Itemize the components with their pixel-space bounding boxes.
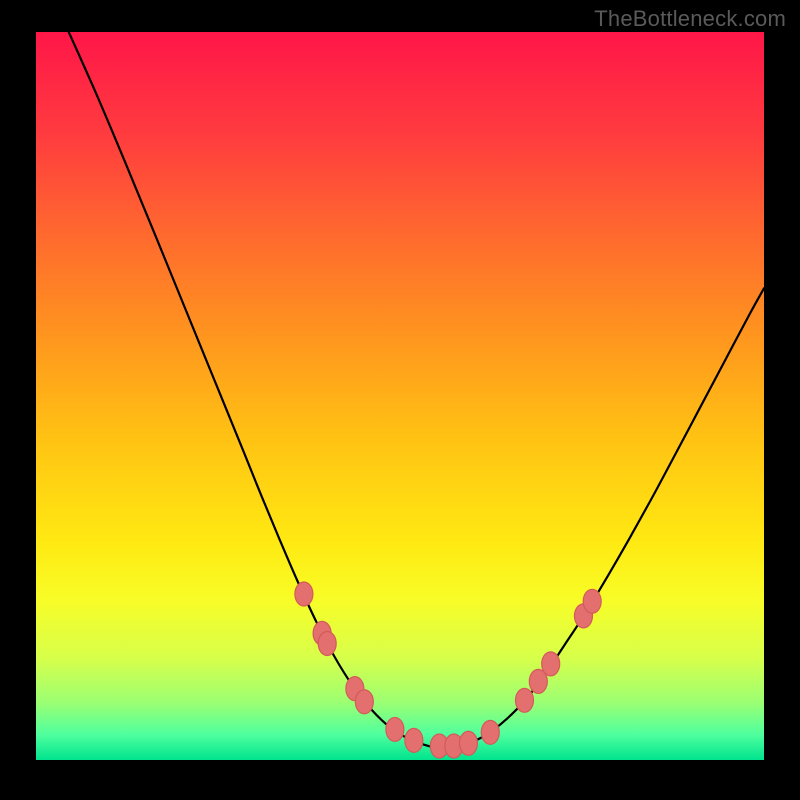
curve-marker [295,582,313,606]
curve-marker [318,632,336,656]
curve-marker [386,717,404,741]
curve-marker [355,690,373,714]
gradient-background [36,32,764,760]
watermark-text: TheBottleneck.com [594,6,786,32]
curve-marker [542,652,560,676]
curve-marker [405,728,423,752]
plot-area [36,32,764,760]
curve-marker [459,731,477,755]
curve-marker [583,589,601,613]
curve-marker [515,688,533,712]
curve-marker [481,720,499,744]
chart-frame: TheBottleneck.com [0,0,800,800]
